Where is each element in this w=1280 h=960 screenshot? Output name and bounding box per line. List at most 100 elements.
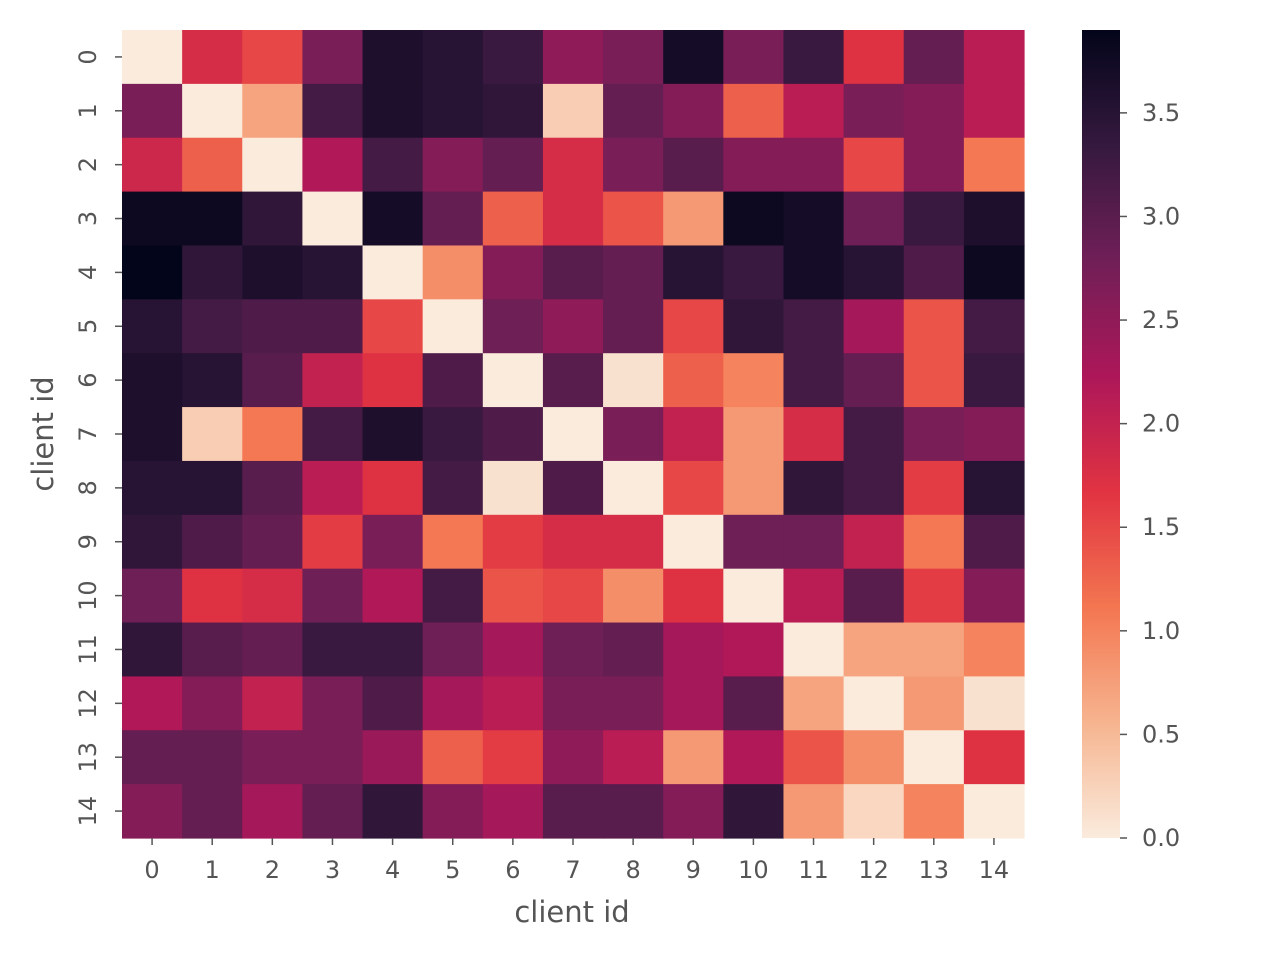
heatmap-cell [302,676,364,731]
x-tick-label: 1 [205,856,220,884]
heatmap-cell [903,299,965,354]
heatmap-cell [482,784,544,839]
heatmap-cell [122,191,183,247]
heatmap-cell [182,407,243,462]
heatmap-cell [302,353,364,408]
heatmap-cell [482,407,544,462]
heatmap-cell [723,83,785,139]
heatmap-cell [843,730,905,785]
heatmap-cell [783,353,845,408]
y-tick-label: 1 [74,103,102,118]
heatmap-cell [723,245,785,300]
heatmap-cell [242,299,303,354]
heatmap-cell [542,730,604,785]
heatmap-cell [482,568,544,624]
heatmap-cell [362,460,424,516]
heatmap-cell [242,730,303,785]
heatmap-cell [122,83,183,139]
heatmap-cell [723,299,785,354]
heatmap-cell [603,730,664,785]
heatmap-cell [422,676,484,731]
x-tick-label: 8 [625,856,640,884]
heatmap-cell [242,353,303,408]
heatmap-cell [783,407,845,462]
heatmap-cell [122,730,183,785]
heatmap-cell [783,299,845,354]
heatmap-cell [963,676,1025,731]
heatmap-cell [723,407,785,462]
heatmap-cell [963,191,1025,247]
heatmap-cell [963,514,1025,570]
heatmap-cell [542,407,604,462]
heatmap-cell [122,245,183,300]
heatmap-cell [963,299,1025,354]
heatmap-cell [723,730,785,785]
heatmap-cell [122,514,183,570]
x-tick-label: 12 [858,856,889,884]
heatmap-cell [843,83,905,139]
heatmap-cell [422,568,484,624]
heatmap-cell [843,622,905,677]
heatmap-cell [182,353,243,408]
heatmap-cell [482,353,544,408]
y-tick-label: 13 [74,742,102,773]
heatmap-cell [542,622,604,677]
heatmap-cell [603,137,664,193]
heatmap-cell [783,245,845,300]
heatmap-cell [362,730,424,785]
heatmap-cell [843,407,905,462]
heatmap-cell [783,784,845,839]
heatmap-cell [903,730,965,785]
heatmap-cell [242,30,303,85]
x-tick-label: 2 [265,856,280,884]
heatmap-cell [903,137,965,193]
colorbar-tick-label: 2.0 [1142,410,1180,438]
heatmap-cell [783,191,845,247]
heatmap-cell [422,514,484,570]
heatmap-cell [482,30,544,85]
y-tick-label: 5 [74,319,102,334]
heatmap-cell [182,245,243,300]
heatmap-cell [482,137,544,193]
heatmap-cell [903,30,965,85]
y-tick-label: 14 [74,796,102,827]
heatmap-cell [482,622,544,677]
heatmap-cell [482,245,544,300]
heatmap-cell [603,622,664,677]
heatmap-cell [122,353,183,408]
heatmap-cell [242,676,303,731]
heatmap-cell [903,245,965,300]
heatmap-cell [422,83,484,139]
heatmap-cell [302,460,364,516]
heatmap-cell [182,299,243,354]
heatmap-cell [843,299,905,354]
heatmap-cell [663,514,724,570]
heatmap-cell [182,30,243,85]
heatmap-cell [362,514,424,570]
heatmap-cell [182,514,243,570]
heatmap-cell [242,245,303,300]
heatmap-cell [843,568,905,624]
heatmap-cell [242,514,303,570]
heatmap-cell [963,137,1025,193]
heatmap-cell [843,191,905,247]
heatmap-cell [302,568,364,624]
heatmap-cell [422,191,484,247]
heatmap-cells [122,30,1025,839]
heatmap-cell [723,622,785,677]
heatmap-cell [362,30,424,85]
heatmap-cell [362,407,424,462]
y-tick-label: 0 [74,49,102,64]
heatmap-cell [723,460,785,516]
x-tick-label: 7 [565,856,580,884]
colorbar-tick-label: 0.5 [1142,720,1180,748]
heatmap-cell [723,568,785,624]
heatmap-cell [843,676,905,731]
heatmap-cell [903,191,965,247]
y-tick-label: 11 [74,634,102,665]
heatmap-cell [242,137,303,193]
heatmap-cell [903,784,965,839]
heatmap-cell [422,730,484,785]
heatmap-cell [482,730,544,785]
